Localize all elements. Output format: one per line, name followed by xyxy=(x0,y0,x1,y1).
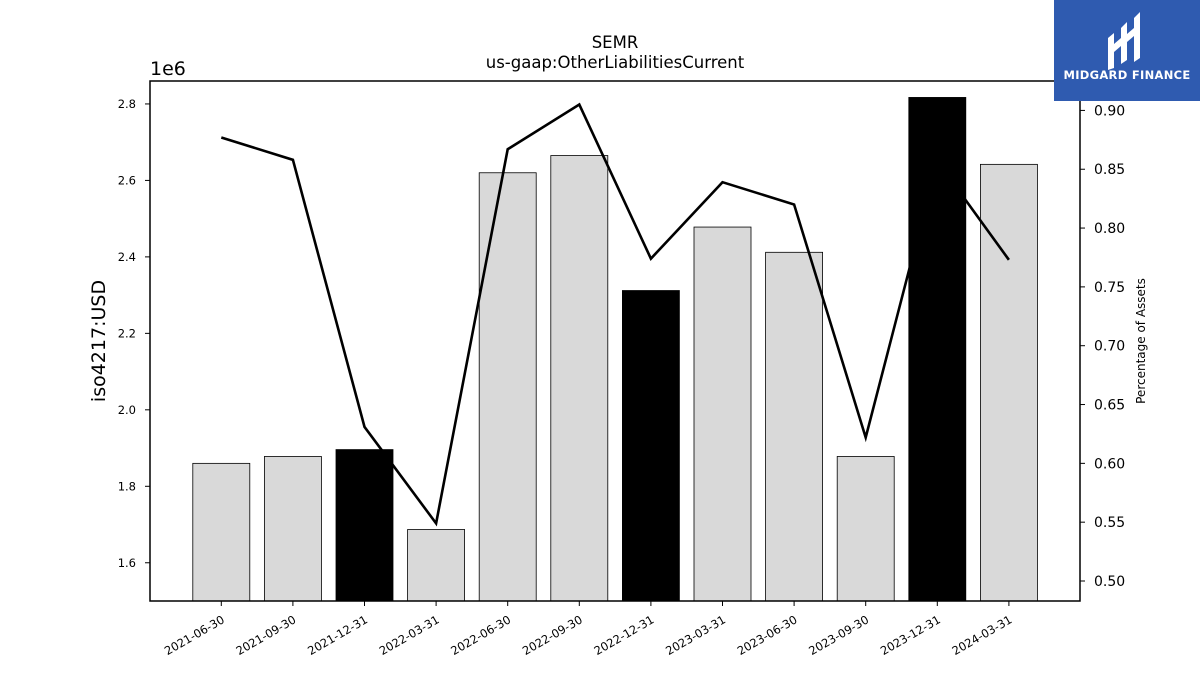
bar xyxy=(908,97,967,602)
bar xyxy=(622,290,680,602)
y-tick-label: 2.8 xyxy=(118,97,136,111)
x-tick-label: 2024-03-31 xyxy=(950,612,1015,658)
y2-tick-label: 0.75 xyxy=(1094,280,1125,296)
x-tick-label: 2023-12-31 xyxy=(878,612,943,658)
bar xyxy=(980,163,1038,602)
x-tick-label: 2021-12-31 xyxy=(305,612,370,658)
x-tick-label: 2023-06-30 xyxy=(735,612,800,658)
x-tick-label: 2021-09-30 xyxy=(234,612,299,658)
y2-tick-label: 0.60 xyxy=(1094,456,1125,472)
x-tick-label: 2022-09-30 xyxy=(520,612,585,658)
chart-title: SEMR xyxy=(592,33,639,52)
y2-tick-label: 0.55 xyxy=(1094,515,1125,531)
y-tick-label: 2.2 xyxy=(118,326,136,340)
y2-tick-label: 0.80 xyxy=(1094,221,1125,237)
y2-tick-label: 0.70 xyxy=(1094,339,1125,355)
y2-axis-label: Percentage of Assets xyxy=(1134,278,1148,404)
y-tick-label: 1.6 xyxy=(118,556,136,570)
y-tick-label: 2.4 xyxy=(118,250,136,264)
percentage-line xyxy=(220,102,1010,527)
y2-axis-ticks: 0.50 0.55 0.60 0.65 0.70 0.75 0.80 0.85 0.90 xyxy=(1080,103,1125,590)
bar xyxy=(836,456,895,602)
y-axis-ticks: 1.6 1.8 2.0 2.2 2.4 2.6 2.8 xyxy=(118,97,150,570)
bar xyxy=(550,155,609,602)
bar xyxy=(478,172,537,602)
y2-tick-label: 0.65 xyxy=(1094,398,1125,414)
y-tick-label: 2.6 xyxy=(118,173,136,187)
y2-tick-label: 0.50 xyxy=(1094,574,1125,590)
x-tick-label: 2023-03-31 xyxy=(663,612,728,658)
bar xyxy=(335,449,394,602)
x-tick-label: 2022-12-31 xyxy=(592,612,657,658)
bar xyxy=(765,251,823,602)
brand-logo: MIDGARD FINANCE xyxy=(1054,0,1200,101)
y-tick-label: 2.0 xyxy=(118,403,136,417)
y-axis-label: iso4217:USD xyxy=(88,280,110,402)
y-tick-label: 1.8 xyxy=(118,479,136,493)
x-tick-label: 2021-06-30 xyxy=(162,612,227,658)
x-tick-label: 2022-06-30 xyxy=(448,612,513,658)
x-tick-label: 2023-09-30 xyxy=(806,612,871,658)
plot-frame xyxy=(149,80,1081,602)
y2-tick-label: 0.90 xyxy=(1094,103,1125,119)
x-tick-label: 2022-03-31 xyxy=(377,612,442,658)
x-axis-ticks: 2021-06-30 2021-09-30 2021-12-31 2022-03-31… xyxy=(162,601,1014,658)
logo-text: MIDGARD FINANCE xyxy=(1063,68,1191,82)
y-offset-label: 1e6 xyxy=(150,58,186,80)
bar xyxy=(693,226,752,602)
bar xyxy=(407,529,466,602)
bars xyxy=(192,97,1038,602)
logo-mark-icon xyxy=(1108,12,1140,70)
series-line xyxy=(220,102,1010,527)
y2-tick-label: 0.85 xyxy=(1094,162,1125,178)
bar xyxy=(192,462,251,602)
bar xyxy=(263,456,322,602)
chart-subtitle: us-gaap:OtherLiabilitiesCurrent xyxy=(486,53,745,72)
